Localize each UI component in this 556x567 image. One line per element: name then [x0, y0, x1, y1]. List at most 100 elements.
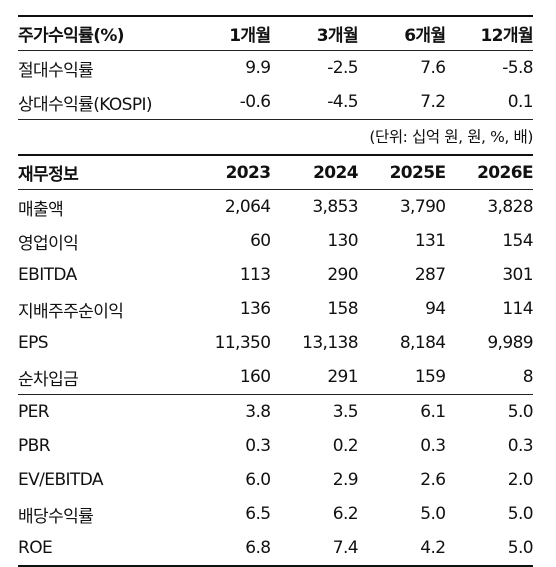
table-cell: 2.6 — [420, 470, 446, 490]
table-cell: 6.8 — [245, 538, 271, 558]
table-cell: 2,064 — [224, 197, 271, 217]
row-label: ROE — [18, 538, 53, 558]
financials-header-row: 재무정보 2023 2024 2025E 2026E — [18, 156, 534, 189]
table-cell: 2.9 — [332, 470, 359, 490]
table-row: 지배주주순이익 136 158 94 114 — [18, 292, 534, 326]
financials-top-rule — [18, 154, 533, 156]
table-row: EV/EBITDA 6.0 2.9 2.6 2.0 — [18, 463, 534, 497]
row-label: PER — [18, 402, 50, 422]
table-cell: -2.5 — [327, 58, 358, 78]
table-cell: 114 — [502, 299, 533, 319]
table-row: EBITDA 113 290 287 301 — [18, 258, 534, 292]
returns-header-3m: 3개월 — [316, 26, 359, 46]
table-cell: 0.3 — [507, 436, 534, 456]
table-cell: 5.0 — [507, 402, 534, 422]
row-label: PBR — [18, 436, 51, 456]
row-label: 상대수익률(KOSPI) — [18, 94, 153, 115]
table-cell: 7.4 — [332, 538, 359, 558]
financials-header-2024: 2024 — [313, 162, 359, 183]
row-label: EV/EBITDA — [18, 470, 104, 490]
table-row: ROE 6.8 7.4 4.2 5.0 — [18, 531, 534, 565]
table-cell: 0.3 — [245, 436, 271, 456]
top-rule — [18, 15, 533, 17]
table-cell: 158 — [327, 299, 358, 319]
returns-header-row: 주가수익률(%) 1개월 3개월 6개월 12개월 — [18, 17, 534, 50]
table-cell: 13,138 — [302, 333, 358, 353]
financials-header-2025e: 2025E — [389, 162, 447, 183]
table-row: 영업이익 60 130 131 154 — [18, 224, 534, 258]
row-label: 매출액 — [18, 199, 64, 220]
table-cell: 3,853 — [312, 197, 358, 217]
table-row: 절대수익률 9.9 -2.5 7.6 -5.8 — [18, 51, 534, 85]
row-label: 절대수익률 — [18, 60, 94, 81]
table-cell: 60 — [250, 231, 271, 251]
table-cell: -5.8 — [502, 58, 533, 78]
table-cell: 8,184 — [399, 333, 446, 353]
table-row: PBR 0.3 0.2 0.3 0.3 — [18, 429, 534, 463]
table-cell: 154 — [502, 231, 533, 251]
table-row: 상대수익률(KOSPI) -0.6 -4.5 7.2 0.1 — [18, 85, 534, 119]
financials-header-label: 재무정보 — [18, 165, 79, 185]
table-cell: 3,790 — [399, 197, 446, 217]
table-cell: 0.2 — [332, 436, 359, 456]
returns-header-rule — [18, 50, 533, 51]
unit-note: (단위: 십억 원, 원, %, 배) — [369, 128, 533, 146]
table-cell: 5.0 — [507, 538, 534, 558]
returns-bottom-rule — [18, 119, 533, 120]
table-cell: 6.0 — [245, 470, 271, 490]
table-row: 매출액 2,064 3,853 3,790 3,828 — [18, 190, 534, 224]
table-cell: 131 — [414, 231, 446, 251]
table-cell: 3.5 — [332, 402, 359, 422]
table-row: 배당수익률 6.5 6.2 5.0 5.0 — [18, 497, 534, 531]
financials-header-rule — [18, 189, 533, 190]
table-cell: 9.9 — [245, 58, 271, 78]
row-label: 순차입금 — [18, 369, 79, 390]
returns-header-6m: 6개월 — [404, 26, 446, 46]
table-cell: 113 — [239, 265, 271, 285]
table-cell: 6.5 — [245, 504, 271, 524]
table-cell: 9,989 — [487, 333, 533, 353]
table-cell: 11,350 — [214, 333, 271, 353]
table-cell: 3.8 — [245, 402, 271, 422]
row-label: 지배주주순이익 — [18, 301, 124, 322]
table-cell: 5.0 — [507, 504, 534, 524]
table-cell: 301 — [502, 265, 533, 285]
table-cell: 4.2 — [420, 538, 446, 558]
table-cell: 8 — [522, 367, 534, 387]
row-label: 배당수익률 — [18, 506, 94, 527]
row-label: 영업이익 — [18, 233, 79, 254]
valuation-body: PER 3.8 3.5 6.1 5.0 PBR 0.3 0.2 0.3 0.3 EV/EBITDA 6… — [18, 395, 534, 565]
returns-header-1m: 1개월 — [229, 26, 271, 46]
table-row: 순차입금 160 291 159 8 — [18, 360, 534, 394]
table-row: PER 3.8 3.5 6.1 5.0 — [18, 395, 534, 429]
table-cell: 5.0 — [420, 504, 446, 524]
table-row: EPS 11,350 13,138 8,184 9,989 — [18, 326, 534, 360]
row-label: EPS — [18, 333, 49, 353]
table-cell: 287 — [414, 265, 446, 285]
table-cell: 159 — [414, 367, 446, 387]
table-cell: 160 — [239, 367, 271, 387]
financials-header-2026e: 2026E — [477, 162, 534, 183]
returns-header-label: 주가수익률(%) — [18, 26, 125, 46]
row-label: EBITDA — [18, 265, 77, 285]
table-cell: 0.1 — [507, 92, 534, 112]
table-cell: -0.6 — [239, 92, 271, 112]
returns-header-12m: 12개월 — [480, 26, 533, 46]
table-cell: 94 — [425, 299, 446, 319]
table-cell: 7.6 — [420, 58, 446, 78]
financial-summary-table: 주가수익률(%) 1개월 3개월 6개월 12개월 절대수익률 9.9 -2.5… — [18, 0, 534, 567]
table-cell: 130 — [327, 231, 358, 251]
table-cell: 6.1 — [420, 402, 446, 422]
financials-body: 매출액 2,064 3,853 3,790 3,828 영업이익 60 130 131 154 EB… — [18, 190, 534, 394]
financials-header-2023: 2023 — [225, 162, 272, 183]
table-cell: 2.0 — [507, 470, 534, 490]
valuation-divider — [18, 394, 533, 395]
table-cell: 136 — [239, 299, 271, 319]
table-cell: 7.2 — [420, 92, 446, 112]
table-cell: 0.3 — [420, 436, 446, 456]
table-cell: 3,828 — [487, 197, 533, 217]
table-cell: -4.5 — [327, 92, 358, 112]
table-cell: 6.2 — [332, 504, 359, 524]
table-cell: 291 — [327, 367, 358, 387]
table-cell: 290 — [327, 265, 358, 285]
